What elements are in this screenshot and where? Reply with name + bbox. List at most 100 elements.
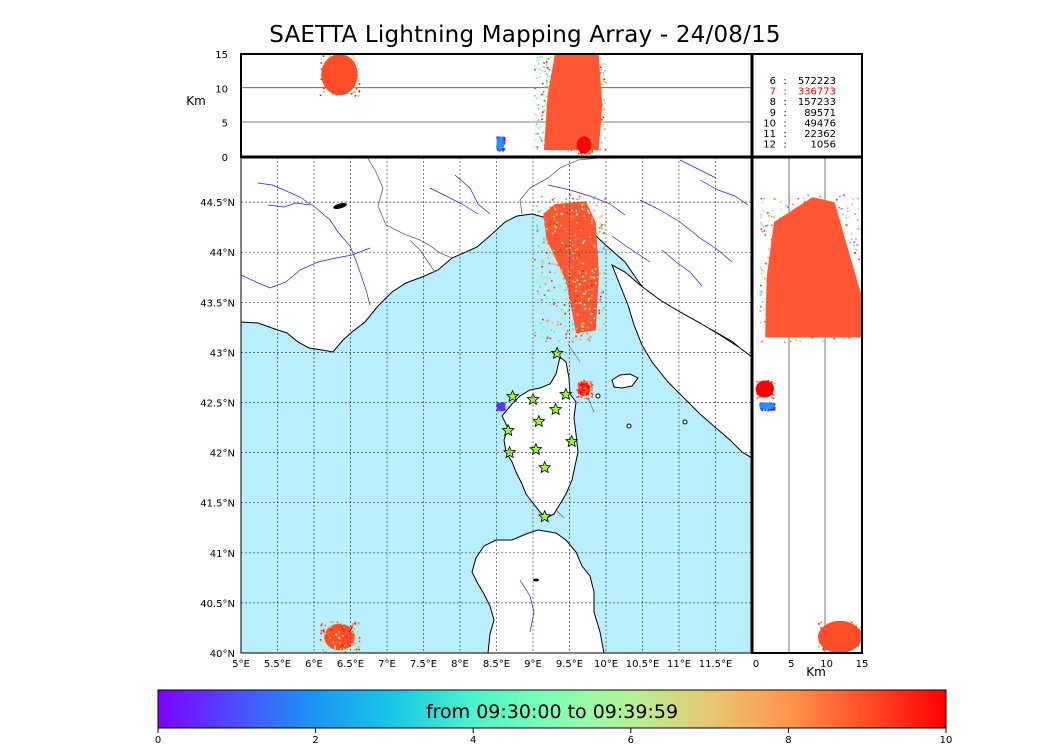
top-source-point: [356, 64, 358, 66]
map-source-point: [592, 276, 595, 279]
map-source-point: [501, 408, 504, 411]
map-source-point: [581, 329, 584, 331]
map-source-point: [584, 218, 587, 221]
top-source-point: [503, 142, 506, 145]
top-source-point: [354, 59, 356, 62]
map-source-point: [554, 230, 556, 233]
side-source-point: [810, 337, 812, 339]
top-source-point: [604, 148, 607, 151]
map-source-point: [603, 247, 605, 249]
side-source-point: [858, 258, 860, 261]
map-source-point: [596, 276, 599, 278]
map-source-point: [358, 640, 361, 643]
top-y-tick-label: 10: [215, 84, 228, 95]
side-source-point: [852, 198, 855, 201]
map-source-point: [586, 332, 588, 335]
map-source-point: [590, 321, 593, 324]
top-source-point: [350, 92, 353, 95]
map-source-point: [533, 271, 536, 273]
side-source-point: [791, 203, 794, 206]
map-source-point: [582, 322, 585, 324]
lon-tick-label: 8°E: [451, 659, 469, 670]
side-source-point: [843, 194, 845, 196]
map-source-point: [557, 340, 560, 342]
map-source-point: [533, 285, 536, 288]
map-source-point: [602, 248, 605, 250]
map-source-point: [539, 323, 541, 326]
lon-tick-label: 10.5°E: [626, 659, 660, 670]
map-source-point: [600, 215, 603, 217]
map-source-point: [586, 326, 589, 329]
elba-island: [611, 373, 639, 389]
map-source-point: [578, 393, 581, 395]
map-source-point: [335, 633, 338, 636]
lon-tick-label: 11°E: [667, 659, 691, 670]
map-source-point: [578, 254, 580, 257]
map-source-point: [541, 336, 543, 338]
side-source-point: [839, 195, 841, 198]
side-source-point: [779, 208, 782, 211]
map-source-point: [599, 216, 601, 219]
side-source-point: [771, 397, 774, 399]
map-source-point: [498, 407, 501, 410]
map-source-point: [564, 211, 567, 214]
map-source-point: [575, 302, 578, 304]
map-source-point: [598, 227, 601, 229]
top-source-point: [600, 141, 603, 144]
map-source-point: [354, 636, 356, 638]
map-source-point: [588, 297, 591, 300]
map-source-point: [335, 641, 337, 644]
map-source-point: [582, 242, 584, 245]
map-source-point: [594, 245, 596, 248]
map-source-point: [597, 250, 600, 253]
map-source-point: [567, 253, 569, 256]
station-markers: [501, 346, 579, 523]
map-source-point: [563, 304, 566, 306]
side-source-point: [844, 223, 847, 226]
map-source-point: [497, 406, 499, 409]
side-source-point: [759, 268, 762, 270]
count-separator: :: [783, 76, 786, 87]
top-source-point: [603, 78, 605, 81]
map-source-point: [601, 327, 603, 329]
map-source-point: [603, 272, 606, 274]
top-source-point: [543, 66, 545, 68]
top-source-point: [541, 113, 544, 116]
map-source-point: [584, 387, 587, 390]
side-source-point: [761, 291, 763, 293]
map-source-point: [563, 227, 566, 230]
map-source-point: [580, 384, 583, 387]
side-source-point: [850, 241, 852, 244]
map-source-point: [540, 299, 543, 302]
map-source-point: [577, 281, 580, 284]
side-source-point: [774, 198, 777, 201]
map-source-point: [591, 276, 594, 279]
map-source-point: [588, 394, 590, 396]
map-source-point: [341, 647, 343, 650]
map-source-point: [537, 210, 540, 213]
station-star-icon: [505, 389, 520, 403]
top-source-point: [591, 145, 594, 147]
map-source-point: [585, 244, 588, 246]
map-source-point: [582, 385, 585, 387]
map-source-point: [501, 403, 504, 405]
side-source-point: [763, 298, 766, 301]
map-source-point: [545, 242, 548, 244]
colorbar-tick-label: 4: [470, 735, 476, 746]
map-source-point: [356, 650, 358, 653]
map-source-point: [581, 325, 584, 328]
map-source-point: [535, 225, 538, 227]
side-source-point: [757, 395, 760, 398]
map-source-point: [544, 294, 547, 296]
map-source-point: [598, 329, 600, 332]
map-source-point: [502, 405, 504, 408]
count-separator: :: [783, 97, 786, 108]
top-source-point: [353, 57, 355, 59]
map-source-point: [590, 382, 592, 385]
side-source-point: [822, 340, 824, 342]
side-source-point: [761, 201, 764, 203]
map-source-point: [561, 212, 564, 215]
map-source-point: [582, 262, 584, 265]
top-source-core: [576, 136, 592, 154]
top-source-point: [497, 149, 499, 151]
